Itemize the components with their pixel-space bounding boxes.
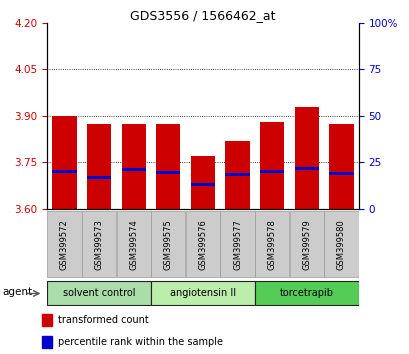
- Text: GSM399577: GSM399577: [232, 219, 241, 270]
- Bar: [42, 336, 52, 348]
- Text: torcetrapib: torcetrapib: [279, 288, 333, 298]
- Bar: [52, 170, 76, 173]
- Title: GDS3556 / 1566462_at: GDS3556 / 1566462_at: [130, 9, 275, 22]
- Bar: [52, 116, 76, 209]
- Text: GSM399580: GSM399580: [336, 219, 345, 270]
- Bar: [294, 167, 318, 170]
- FancyBboxPatch shape: [47, 211, 81, 277]
- Text: solvent control: solvent control: [63, 288, 135, 298]
- Bar: [156, 171, 180, 174]
- Text: agent: agent: [2, 287, 32, 297]
- Text: transformed count: transformed count: [58, 315, 148, 325]
- FancyBboxPatch shape: [220, 211, 254, 277]
- Bar: [190, 156, 215, 209]
- Text: GSM399576: GSM399576: [198, 219, 207, 270]
- Text: GSM399578: GSM399578: [267, 219, 276, 270]
- Text: GSM399573: GSM399573: [94, 219, 103, 270]
- FancyBboxPatch shape: [151, 211, 185, 277]
- Text: GSM399575: GSM399575: [164, 219, 173, 270]
- FancyBboxPatch shape: [151, 281, 254, 305]
- FancyBboxPatch shape: [116, 211, 151, 277]
- FancyBboxPatch shape: [185, 211, 220, 277]
- Bar: [328, 124, 353, 209]
- FancyBboxPatch shape: [47, 281, 151, 305]
- Bar: [87, 176, 111, 179]
- Bar: [190, 183, 215, 185]
- Bar: [121, 124, 146, 209]
- Text: GSM399574: GSM399574: [129, 219, 138, 270]
- FancyBboxPatch shape: [254, 211, 289, 277]
- Bar: [156, 124, 180, 209]
- Text: GSM399572: GSM399572: [60, 219, 69, 270]
- FancyBboxPatch shape: [254, 281, 358, 305]
- Bar: [259, 121, 283, 209]
- Text: percentile rank within the sample: percentile rank within the sample: [58, 337, 222, 347]
- FancyBboxPatch shape: [289, 211, 323, 277]
- Bar: [259, 170, 283, 173]
- Bar: [294, 107, 318, 209]
- Bar: [225, 173, 249, 176]
- Bar: [328, 172, 353, 175]
- FancyBboxPatch shape: [82, 211, 116, 277]
- Text: GSM399579: GSM399579: [301, 219, 310, 270]
- FancyBboxPatch shape: [324, 211, 358, 277]
- Bar: [87, 124, 111, 209]
- Bar: [42, 314, 52, 326]
- Bar: [225, 141, 249, 209]
- Bar: [121, 168, 146, 171]
- Text: angiotensin II: angiotensin II: [169, 288, 236, 298]
